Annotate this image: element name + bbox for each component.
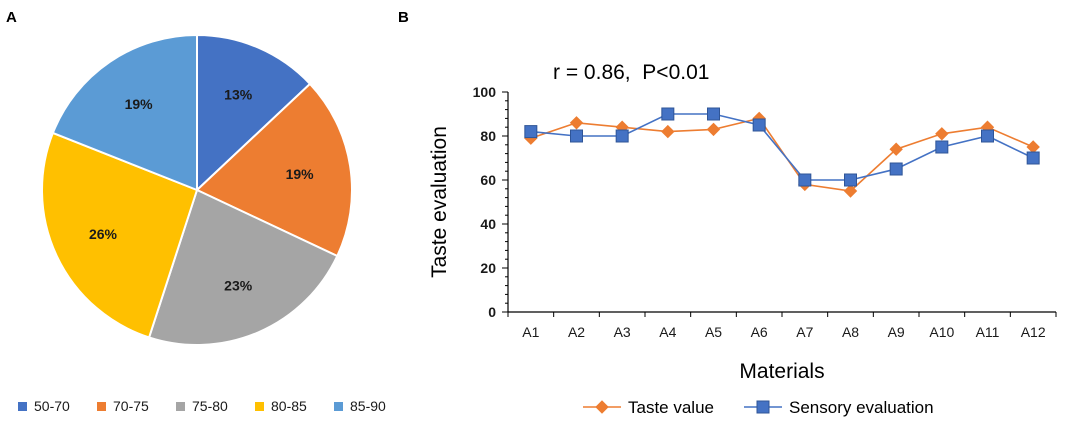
x-tick-label-A2: A2 [568, 324, 585, 340]
legend-label: Sensory evaluation [789, 398, 934, 417]
legend-label-80-85: 80-85 [271, 398, 307, 414]
legend-swatch-85-90 [334, 402, 343, 411]
x-tick-label-A10: A10 [929, 324, 954, 340]
series-line [530, 113, 1034, 181]
pie-labels: 13% 19% 23% 26% 19% [89, 87, 314, 294]
pie-slice-50-70 [196, 33, 312, 193]
pie-slice-label: 13% [224, 87, 253, 103]
pie-slice-85-90 [51, 33, 198, 192]
square-point-A7 [798, 173, 812, 187]
y-tick-label: 60 [480, 172, 496, 188]
legend-label-70-75: 70-75 [113, 398, 149, 414]
series-taste-value [524, 111, 1040, 198]
y-tick-label: 0 [488, 304, 496, 320]
legend-label: Taste value [628, 398, 714, 417]
legend-label-85-90: 85-90 [350, 398, 386, 414]
diamond-point-A8 [843, 184, 858, 198]
x-tick-label-A3: A3 [614, 324, 631, 340]
x-axis-title: Materials [739, 360, 824, 383]
square-point-A6 [752, 118, 766, 132]
x-tick-label-A1: A1 [522, 324, 539, 340]
diamond-point-A9 [889, 142, 903, 156]
y-axis-title: Taste evaluation [428, 126, 451, 278]
diamond-point-A5 [706, 122, 721, 137]
x-tick-label-A12: A12 [1021, 324, 1046, 340]
diamond-point-A4 [661, 124, 675, 139]
y-tick-label: 40 [480, 216, 496, 232]
x-tick-label-A6: A6 [751, 324, 768, 340]
square-point-A1 [524, 125, 538, 139]
square-point-A3 [615, 129, 629, 143]
x-tick-label-A9: A9 [888, 324, 905, 340]
series-line [530, 117, 1034, 192]
square-point-A9 [889, 162, 903, 176]
square-point-A8 [844, 173, 857, 187]
line-chart-series [524, 107, 1040, 198]
square-point-A10 [935, 140, 949, 154]
pie-slice-label: 26% [89, 226, 118, 242]
legend-swatch-50-70 [18, 402, 27, 411]
pie-slice-label: 19% [125, 96, 154, 112]
x-tick-label-A5: A5 [705, 324, 722, 340]
pie-slice-label: 23% [224, 277, 253, 293]
pie-slice-label: 19% [286, 166, 315, 182]
square-point-A12 [1026, 151, 1040, 165]
diamond-point-A12 [1026, 140, 1040, 154]
square-point-A11 [981, 129, 994, 143]
line-legend: Taste value Sensory evaluation [583, 398, 934, 417]
diamond-point-A2 [569, 116, 584, 130]
x-tick-label-A4: A4 [659, 324, 676, 340]
legend-swatch-70-75 [97, 402, 106, 411]
panel-label-a: A [6, 9, 17, 26]
correlation-annotation: r = 0.86, P<0.01 [553, 61, 709, 84]
square-point-A4 [661, 107, 675, 121]
square-point-A2 [570, 129, 583, 143]
pie-chart [41, 33, 353, 346]
x-tick-label-A11: A11 [976, 324, 1000, 340]
series-sensory-evaluation [524, 107, 1040, 187]
legend-swatch-80-85 [255, 402, 264, 411]
legend-marker-diamond [595, 400, 609, 414]
legend-label-75-80: 75-80 [192, 398, 228, 414]
pie-slice-80-85 [41, 131, 199, 339]
legend-swatch-75-80 [176, 402, 185, 411]
pie-legend: 50-70 70-75 75-80 80-85 85-90 [18, 398, 386, 414]
x-tick-label-A8: A8 [842, 324, 859, 340]
legend-marker-square [756, 400, 770, 414]
square-point-A5 [707, 107, 720, 121]
panel-label-b: B [398, 9, 409, 26]
y-tick-label: 80 [480, 128, 496, 144]
y-tick-label: 20 [480, 260, 496, 276]
y-tick-label: 100 [473, 84, 497, 100]
line-chart-axes: 0 20 40 60 80 100 A1 A2 A3 A4 A5 A6 A7 A8 A9 A10 A11 A12 [473, 84, 1057, 340]
diamond-point-A10 [935, 127, 949, 141]
legend-label-50-70: 50-70 [34, 398, 70, 414]
x-tick-label-A7: A7 [796, 324, 813, 340]
pie-slice-75-80 [147, 188, 339, 346]
pie-slice-70-75 [195, 82, 353, 258]
